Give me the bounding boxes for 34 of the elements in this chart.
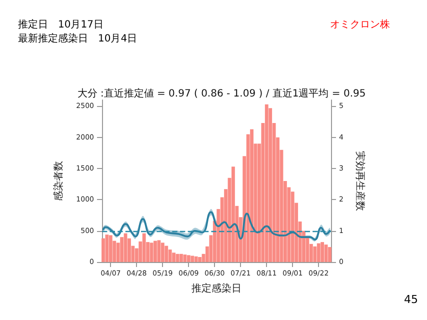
bar — [320, 242, 324, 262]
bar — [108, 235, 112, 262]
bar — [186, 255, 190, 262]
bar — [268, 108, 272, 262]
bar — [164, 246, 168, 262]
bar — [168, 250, 172, 262]
bar — [142, 233, 146, 262]
bar — [328, 247, 332, 262]
bar — [105, 234, 109, 262]
bar — [102, 238, 105, 262]
bar — [232, 166, 235, 262]
bar — [316, 243, 320, 262]
bar — [324, 244, 328, 262]
bar — [157, 240, 161, 262]
y2-axis-title: 実効再生産数 — [354, 151, 366, 211]
bar — [194, 256, 198, 262]
y-axis-title: 感染者数 — [52, 161, 64, 201]
bar — [183, 254, 187, 262]
text: 45 — [404, 293, 418, 306]
x-axis-title: 推定感染日 — [192, 282, 242, 294]
text: 推定日 10月17日 — [18, 18, 104, 30]
chart-title: 大分 :直近推定値 = 0.97 ( 0.86 - 1.09 ) / 直近1週平均 = 0.95 — [77, 88, 366, 100]
bar — [198, 257, 202, 262]
bar — [154, 240, 157, 262]
bar — [172, 252, 176, 262]
bar — [250, 129, 254, 262]
bar — [180, 254, 183, 262]
bar — [120, 237, 124, 262]
text: 最新推定感染日 10月4日 — [18, 32, 138, 44]
bar — [190, 256, 194, 262]
bar — [160, 242, 164, 262]
bar — [264, 104, 268, 262]
bar — [313, 246, 317, 262]
text: オミクロン株 — [330, 18, 390, 30]
